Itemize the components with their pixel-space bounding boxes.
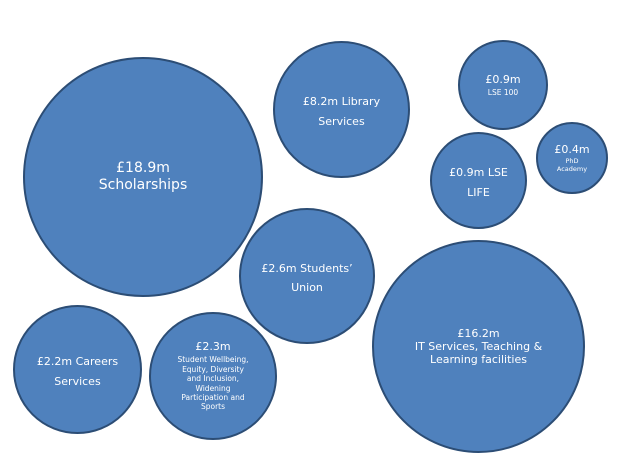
bubble-careers-services: £2.2m Careers Services (13, 305, 142, 434)
bubble-student-wellbeing: £2.3m Student Wellbeing, Equity, Diversi… (149, 312, 277, 440)
bubble-amount: £2.2m (36, 355, 73, 369)
bubble-label: LSE 100 (487, 88, 519, 98)
bubble-label: Students’ Union (291, 261, 353, 294)
bubble-label: Scholarships (98, 177, 188, 193)
bubble-amount: £16.2m (457, 326, 500, 340)
bubble-it-services: £16.2m IT Services, Teaching & Learning … (372, 240, 585, 453)
bubble-lse-100: £0.9m LSE 100 (458, 40, 548, 130)
bubble-amount: £18.9m (116, 160, 170, 177)
bubble-label: Student Wellbeing, Equity, Diversity and… (177, 355, 249, 412)
bubble-label: Library Services (318, 95, 381, 128)
bubble-label: Careers Services (54, 355, 119, 388)
bubble-library-services: £8.2m Library Services (273, 41, 410, 178)
bubble-scholarships: £18.9m Scholarships (23, 57, 263, 297)
bubble-amount: £2.3m (195, 340, 231, 354)
bubble-amount: £0.4m (554, 142, 590, 156)
bubble-students-union: £2.6m Students’ Union (239, 208, 375, 344)
bubble-amount: £8.2m (302, 95, 339, 109)
bubble-label: LSE LIFE (467, 166, 508, 199)
bubble-phd-academy: £0.4m PhD Academy (536, 122, 608, 194)
bubble-label: IT Services, Teaching & Learning facilit… (414, 339, 543, 367)
bubble-lse-life: £0.9m LSE LIFE (430, 132, 527, 229)
bubble-amount: £0.9m (449, 166, 485, 180)
bubble-amount: £2.6m (261, 261, 297, 275)
bubble-label: PhD Academy (556, 156, 588, 173)
bubble-amount: £0.9m (485, 72, 521, 86)
